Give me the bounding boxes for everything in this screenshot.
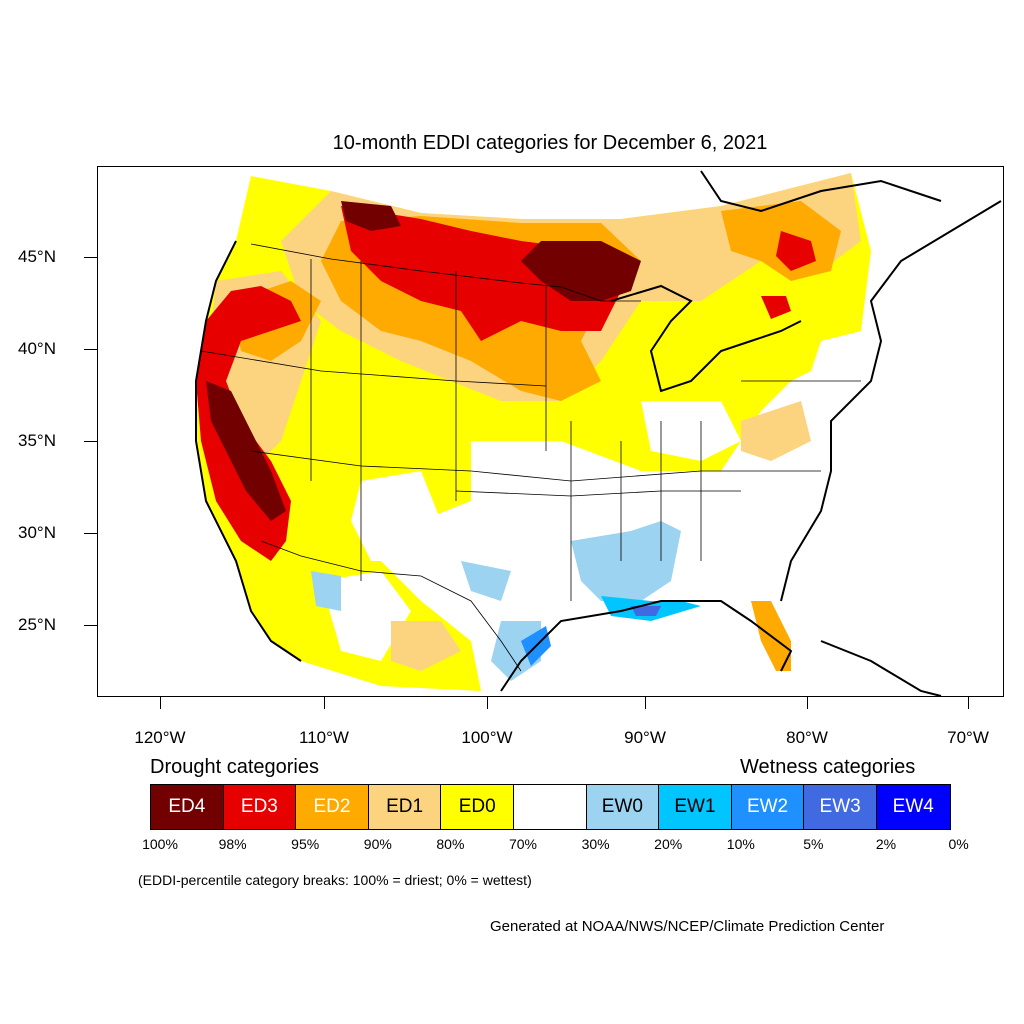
legend-break-label: 95%: [291, 836, 320, 852]
white-region-southwest: [351, 471, 441, 561]
legend-break-label: 98%: [218, 836, 247, 852]
ew0-region-az: [311, 571, 341, 611]
ed4-region-wa: [341, 201, 401, 231]
lon-tick: [160, 697, 161, 709]
lat-tick: [84, 533, 97, 534]
legend-break-label: 20%: [654, 836, 683, 852]
white-region-ohio: [641, 401, 741, 461]
legend-swatch-ed2: ED2: [296, 785, 369, 829]
lon-label-100: 100°W: [461, 728, 513, 747]
legend-swatch-ed3: ED3: [223, 785, 297, 829]
legend-break-label: 100%: [142, 836, 178, 852]
lon-label-120: 120°W: [134, 728, 186, 747]
ed3-region-mi: [761, 296, 791, 319]
lon-tick: [487, 697, 488, 709]
legend-swatch-ed0: ED0: [441, 785, 514, 829]
lat-label-35: 35°N: [18, 431, 56, 450]
legend-swatch-ew1: EW1: [659, 785, 732, 829]
gulf-coast: [500, 600, 793, 692]
legend-break-label: 5%: [803, 836, 824, 852]
lat-label-30: 30°N: [18, 523, 56, 542]
lon-label-70: 70°W: [947, 728, 989, 747]
ed4-region-ca: [206, 381, 286, 521]
lon-tick: [807, 697, 808, 709]
ew0-region-coast: [491, 621, 541, 681]
legend-swatch-ew2: EW2: [731, 785, 805, 829]
lon-label-110: 110°W: [299, 728, 349, 747]
legend-swatch-ew0: EW0: [586, 785, 660, 829]
legend-swatch-ew4: EW4: [876, 785, 950, 829]
map-panel: [97, 166, 1004, 697]
ed3-region-north: [341, 206, 621, 341]
lat-label-25: 25°N: [18, 615, 56, 634]
lat-label-45: 45°N: [18, 247, 56, 266]
ed1-region-texas: [391, 621, 461, 671]
lon-tick: [324, 697, 325, 709]
ed3-region-ne: [776, 231, 816, 271]
eddi-map: [195, 170, 1002, 696]
wetness-heading: Wetness categories: [740, 756, 916, 778]
white-region-texas: [321, 571, 411, 661]
us-mexico-border: [260, 540, 522, 672]
drought-heading: Drought categories: [150, 756, 319, 778]
legend-break-label: 2%: [875, 836, 897, 852]
ed1-region-east: [741, 401, 811, 461]
state-line: [250, 450, 821, 482]
legend-swatch-ew3: EW3: [804, 785, 877, 829]
map-title: 10-month EDDI categories for December 6,…: [332, 132, 768, 154]
legend-break-label: 90%: [363, 836, 392, 852]
canada-coast: [700, 170, 942, 213]
lon-label-80: 80°W: [786, 728, 828, 747]
coastlines: [195, 170, 1002, 696]
lon-label-90: 90°W: [624, 728, 666, 747]
lat-label-40: 40°N: [18, 339, 56, 358]
legend-swatch-neutral: [513, 785, 587, 829]
ew0-region-gulf: [571, 521, 681, 601]
lat-tick: [84, 257, 97, 258]
lat-tick: [84, 625, 97, 626]
lon-tick: [645, 697, 646, 709]
east-coast: [780, 200, 1002, 602]
ew0-region-texas: [461, 561, 511, 601]
legend-break-label: 80%: [436, 836, 465, 852]
credit-text: Generated at NOAA/NWS/NCEP/Climate Predi…: [490, 918, 885, 935]
lon-tick: [968, 697, 969, 709]
legend-break-label: 0%: [948, 836, 969, 852]
great-lakes: [610, 284, 802, 393]
category-note: (EDDI-percentile category breaks: 100% =…: [138, 872, 532, 888]
boundary-lines: [200, 243, 861, 672]
us-canada-border: [250, 243, 641, 302]
legend-break-label: 10%: [726, 836, 755, 852]
ew3-region: [631, 606, 661, 616]
west-coast: [195, 240, 302, 662]
legend-swatch-ed4: ED4: [151, 785, 224, 829]
legend-break-label: 30%: [581, 836, 610, 852]
cuba-coast: [820, 640, 942, 696]
legend-break-label: 70%: [508, 836, 538, 852]
legend-swatch-ed1: ED1: [368, 785, 442, 829]
legend-color-bar: ED4 ED3 ED2 ED1 ED0 EW0 EW1 EW2 EW3 EW4: [150, 784, 951, 830]
state-line: [200, 350, 547, 387]
lat-tick: [84, 349, 97, 350]
lat-tick: [84, 441, 97, 442]
